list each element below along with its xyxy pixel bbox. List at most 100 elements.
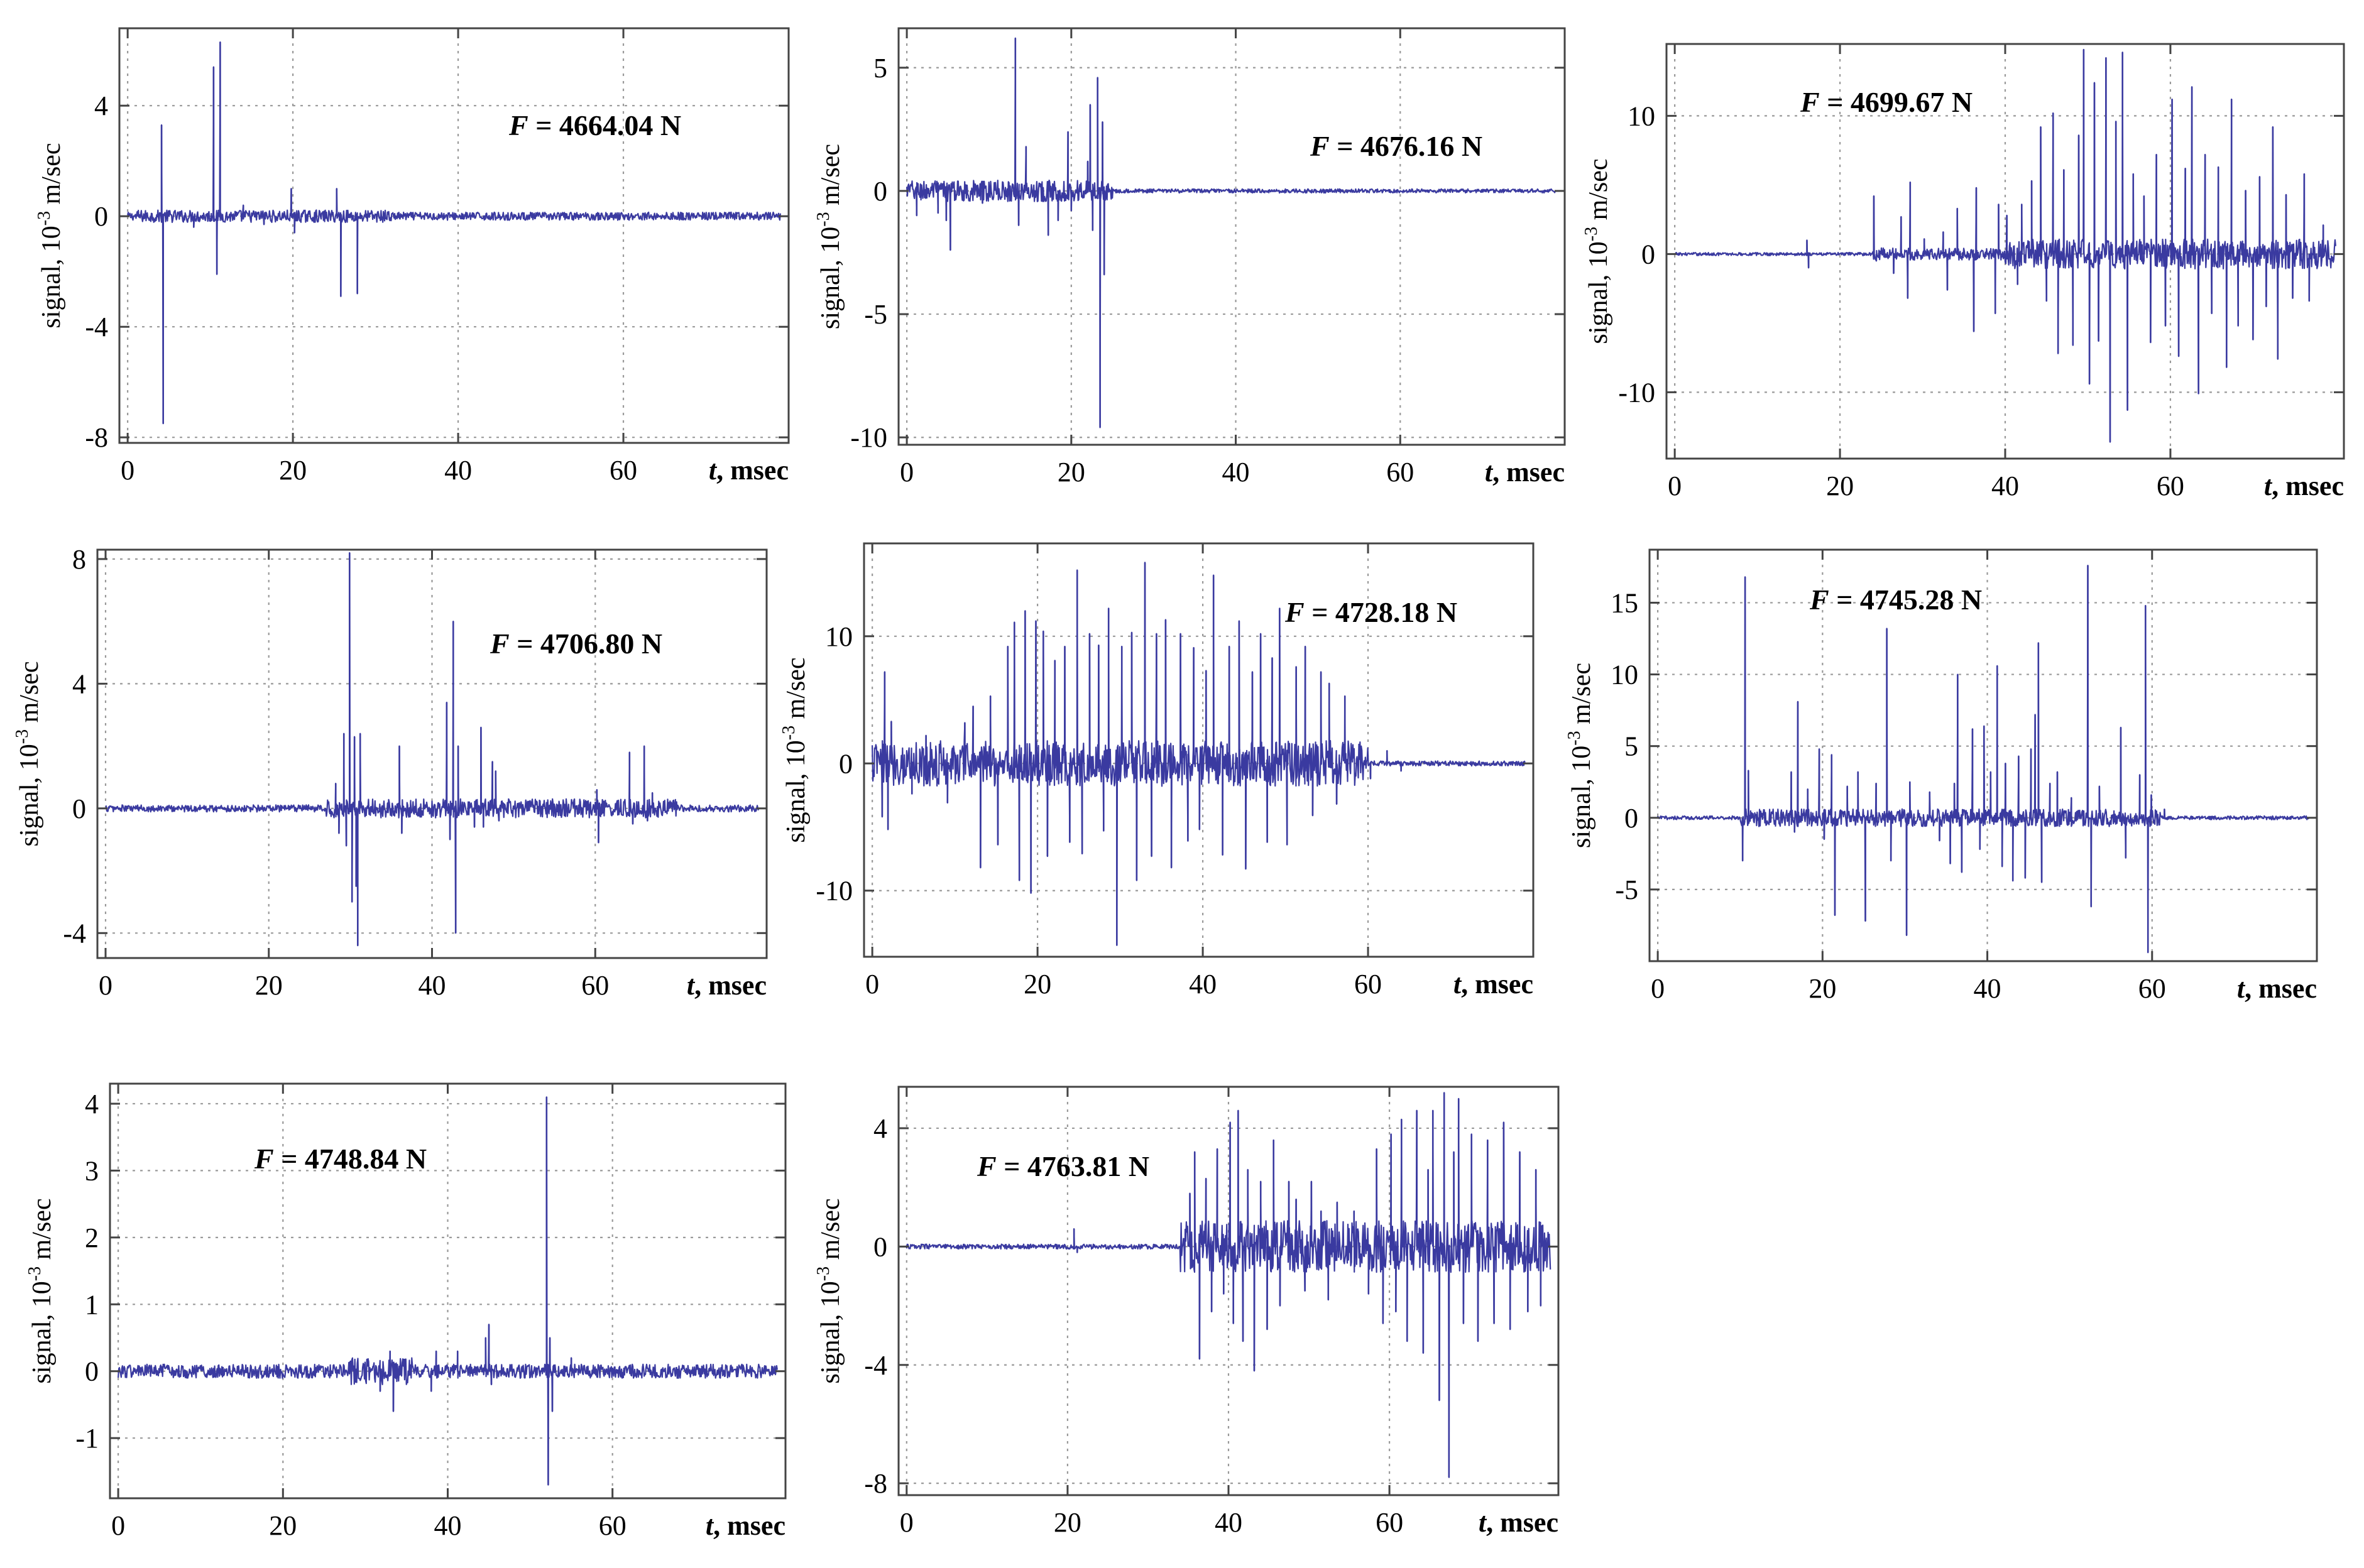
- y-axis-label-base: signal, 10: [1567, 746, 1596, 848]
- x-tick-label: 20: [279, 455, 307, 486]
- y-tick-label: 8: [72, 544, 86, 575]
- y-axis-label: signal, 10-3 m/sec: [25, 1198, 57, 1383]
- y-tick-label: 3: [85, 1155, 99, 1186]
- signal-chart-4: 0 20 40 60 -4 0 4 8 t, msec signal, 10-3 m/sec F =…: [13, 544, 768, 1001]
- y-tick-label: -10: [850, 422, 887, 453]
- force-annotation: F = 4728.18 N: [1284, 596, 1457, 628]
- x-axis-unit: , msec: [1486, 1507, 1558, 1538]
- y-axis-label-base: signal, 10: [782, 740, 811, 842]
- x-tick-label: 20: [1054, 1507, 1081, 1538]
- x-axis-variable: t: [687, 970, 696, 1001]
- y-axis-label-exponent: -3: [779, 726, 799, 740]
- y-axis-label-exponent: -3: [25, 1266, 45, 1281]
- y-tick-label: 1: [85, 1289, 99, 1320]
- y-axis-label-exponent: -3: [1582, 227, 1601, 241]
- x-tick-label: 60: [1386, 457, 1414, 487]
- plot-frame: [863, 542, 1535, 958]
- x-tick-label: 60: [2138, 973, 2166, 1004]
- x-axis-label: t, msec: [1453, 969, 1533, 999]
- x-tick-label: 40: [1215, 1507, 1242, 1538]
- force-symbol: F: [508, 109, 528, 141]
- signal-trace: [906, 37, 1557, 428]
- force-value: = 4745.28 N: [1829, 584, 1982, 616]
- plot-frame: [1648, 548, 2318, 962]
- x-tick-label: 20: [1826, 471, 1854, 501]
- x-axis-label: t, msec: [1485, 457, 1565, 487]
- y-axis-label: signal, 10-3 m/sec: [1582, 158, 1613, 344]
- signal-chart-1: 0 20 40 60 -8 -4 0 4 t, msec signal, 10-3 m/sec F …: [35, 27, 790, 486]
- y-tick-label: 4: [85, 1089, 99, 1119]
- y-axis-label-base: signal, 10: [816, 227, 845, 329]
- signal-chart-2: 0 20 40 60 -10 -5 0 5 t, msec signal, 10-3 m/sec F…: [814, 27, 1566, 487]
- y-tick-label: 4: [72, 668, 86, 699]
- y-axis-label-base: signal, 10: [816, 1281, 845, 1383]
- signal-trace: [105, 552, 760, 947]
- y-tick-label: -10: [1618, 377, 1655, 408]
- y-axis-label-base: signal, 10: [15, 744, 44, 846]
- x-tick-label: 40: [444, 455, 472, 486]
- y-tick-label: 2: [85, 1222, 99, 1253]
- y-tick-label: 0: [873, 176, 887, 207]
- x-tick-label: 20: [1058, 457, 1085, 487]
- y-axis-label: signal, 10-3 m/sec: [814, 144, 845, 329]
- x-axis-unit: , msec: [716, 455, 789, 486]
- signal-chart-8: 0 20 40 60 -8 -4 0 4 t, msec signal, 10-3 m/sec F …: [814, 1086, 1560, 1538]
- x-tick-label: 40: [419, 970, 446, 1001]
- y-axis-label-unit: m/sec: [816, 144, 845, 212]
- y-tick-label: 15: [1611, 587, 1638, 618]
- y-tick-label: 0: [72, 793, 86, 824]
- signal-trace: [127, 41, 781, 425]
- y-tick-label: 4: [873, 1113, 887, 1144]
- y-tick-label: -1: [75, 1423, 99, 1454]
- plot-frame: [897, 27, 1566, 446]
- y-tick-label: -4: [85, 312, 108, 342]
- force-annotation: F = 4706.80 N: [490, 628, 662, 660]
- force-annotation: F = 4676.16 N: [1310, 130, 1482, 162]
- x-axis-label: t, msec: [709, 455, 789, 486]
- x-tick-label: 40: [1222, 457, 1250, 487]
- signal-chart-6: 0 20 40 60 -5 0 5 10 15 t, msec signal, 10-3 m/sec…: [1565, 548, 2318, 1004]
- y-tick-label: -5: [1615, 874, 1638, 905]
- y-axis-label-unit: m/sec: [28, 1198, 57, 1266]
- x-tick-label: 60: [2157, 471, 2184, 501]
- x-tick-label: 60: [599, 1510, 627, 1541]
- y-tick-label: 0: [1624, 803, 1638, 834]
- y-axis-label-unit: m/sec: [1584, 158, 1613, 226]
- y-axis-label: signal, 10-3 m/sec: [13, 661, 44, 846]
- x-tick-label: 40: [1189, 969, 1217, 999]
- x-axis-variable: t: [2237, 973, 2246, 1004]
- x-axis-unit: , msec: [2272, 471, 2344, 501]
- force-value: = 4748.84 N: [274, 1143, 427, 1175]
- x-tick-label: 60: [1376, 1507, 1403, 1538]
- y-tick-label: 0: [94, 201, 108, 232]
- force-value: = 4728.18 N: [1305, 596, 1457, 628]
- x-axis-unit: , msec: [713, 1510, 785, 1541]
- x-axis-variable: t: [1485, 457, 1494, 487]
- signal-chart-5: 0 20 40 60 -10 0 10 t, msec signal, 10-3 m/sec F …: [779, 542, 1535, 999]
- x-axis-label: t, msec: [2264, 471, 2344, 501]
- y-tick-label: 10: [825, 621, 853, 652]
- x-tick-label: 40: [1991, 471, 2019, 501]
- force-annotation: F = 4745.28 N: [1809, 584, 1982, 616]
- x-tick-label: 60: [581, 970, 609, 1001]
- x-tick-label: 40: [1974, 973, 2001, 1004]
- y-axis-label-base: signal, 10: [1584, 241, 1613, 344]
- y-tick-label: 0: [85, 1356, 99, 1387]
- force-value: = 4763.81 N: [997, 1150, 1149, 1182]
- force-value: = 4699.67 N: [1820, 86, 1973, 118]
- x-tick-label: 0: [121, 455, 134, 486]
- x-axis-label: t, msec: [687, 970, 767, 1001]
- y-tick-label: -4: [864, 1350, 887, 1381]
- y-tick-label: 5: [1624, 731, 1638, 762]
- x-axis-variable: t: [706, 1510, 714, 1541]
- x-axis-unit: , msec: [2245, 973, 2317, 1004]
- y-axis-label-exponent: -3: [1565, 731, 1584, 745]
- y-axis-label-exponent: -3: [814, 1266, 833, 1281]
- x-tick-label: 0: [900, 457, 914, 487]
- x-tick-label: 20: [1024, 969, 1051, 999]
- y-tick-label: 5: [873, 53, 887, 84]
- y-axis-label-unit: m/sec: [782, 657, 811, 725]
- y-tick-label: -8: [864, 1468, 887, 1499]
- signal-chart-7: 0 20 40 60 -1 0 1 2 3 4 t, msec signal, 10-3 m/sec F…: [25, 1082, 787, 1541]
